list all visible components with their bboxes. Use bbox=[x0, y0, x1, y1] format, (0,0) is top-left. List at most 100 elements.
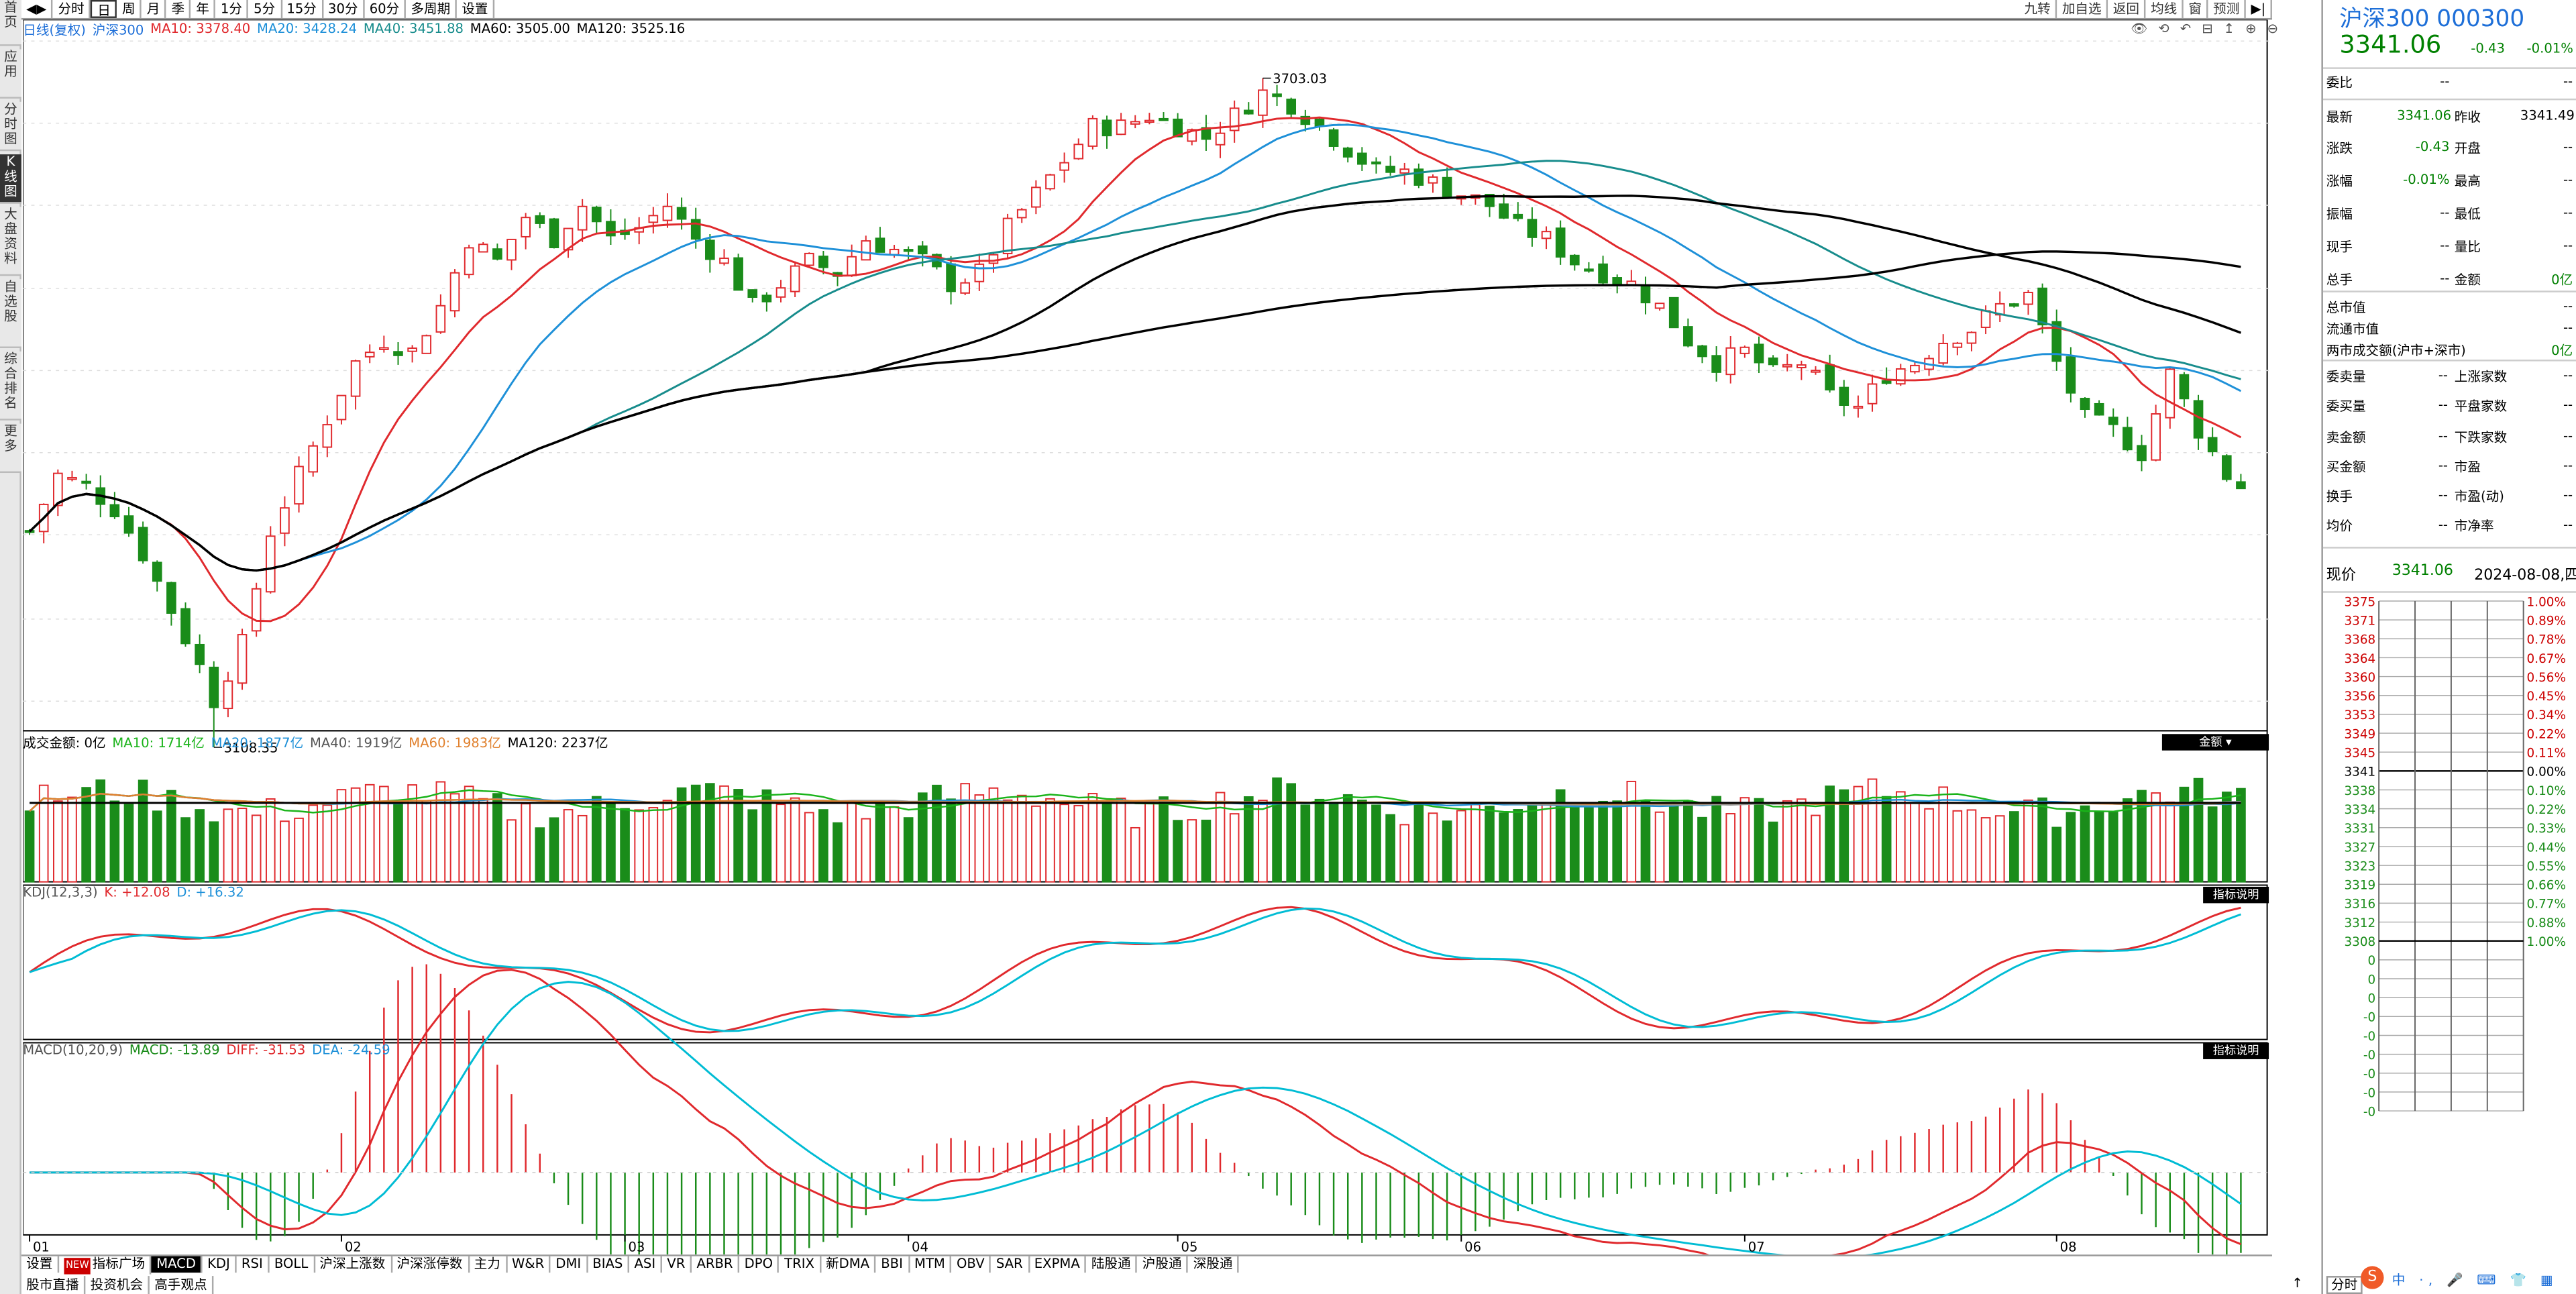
sidebar-tab-4[interactable]: 大盘资料 bbox=[0, 207, 21, 276]
info-tab-0[interactable]: 股市直播 bbox=[21, 1275, 86, 1293]
indicator-tab-0[interactable]: 设置 bbox=[21, 1256, 60, 1273]
candle-body bbox=[2165, 368, 2176, 419]
period-1[interactable]: 日 bbox=[91, 0, 117, 18]
quote-title: 沪深300 000300 bbox=[2339, 6, 2525, 33]
candle-body bbox=[1116, 119, 1126, 136]
volume-bar bbox=[1881, 796, 1892, 883]
quote-label: 均价 bbox=[2326, 519, 2353, 534]
candle-body bbox=[606, 221, 616, 237]
period-7[interactable]: 5分 bbox=[249, 0, 282, 18]
kline-chart[interactable]: 3736366335903516344333703297322231493703… bbox=[23, 19, 2271, 1255]
indicator-tab-23[interactable]: 陆股通 bbox=[1087, 1256, 1138, 1273]
indicator-tab-13[interactable]: VR bbox=[662, 1256, 692, 1273]
indicator-tab-16[interactable]: TRIX bbox=[780, 1256, 821, 1273]
period-8[interactable]: 15分 bbox=[282, 0, 323, 18]
sidebar-tab-0[interactable]: 首页 bbox=[0, 0, 21, 46]
info-tab-1[interactable]: 投资机会 bbox=[85, 1275, 150, 1293]
intraday-button[interactable]: 分时 bbox=[2326, 1276, 2363, 1294]
indicator-tab-18[interactable]: BBI bbox=[876, 1256, 910, 1273]
indicator-tab-4[interactable]: RSI bbox=[237, 1256, 270, 1273]
candle-body bbox=[705, 239, 715, 260]
quote-value: -- bbox=[2563, 397, 2573, 413]
candle-body bbox=[719, 258, 729, 264]
indicator-tab-14[interactable]: ARBR bbox=[692, 1256, 740, 1273]
ime-toolbar-icons[interactable]: 中 ·, 🎤 ⌨ 👕 ▦ bbox=[2392, 1273, 2558, 1288]
period-3[interactable]: 月 bbox=[142, 0, 167, 18]
sidebar-tab-6[interactable]: 综合排名 bbox=[0, 351, 21, 421]
sidebar-tab-7[interactable]: 更多 bbox=[0, 423, 21, 474]
indicator-tab-22[interactable]: EXPMA bbox=[1029, 1256, 1087, 1273]
period-6[interactable]: 1分 bbox=[216, 0, 249, 18]
mini-price-tick: 3371 bbox=[2345, 614, 2376, 628]
period-12[interactable]: 设置 bbox=[457, 0, 495, 18]
indicator-tab-12[interactable]: ASI bbox=[629, 1256, 662, 1273]
period-11[interactable]: 多周期 bbox=[406, 0, 457, 18]
macd-info-button[interactable]: 指标说明 bbox=[2203, 1042, 2269, 1059]
indicator-tab-7[interactable]: 沪深涨停数 bbox=[392, 1256, 470, 1273]
period-9[interactable]: 30分 bbox=[323, 0, 365, 18]
indicator-tab-17[interactable]: 新DMA bbox=[821, 1256, 876, 1273]
top-right-btn-2[interactable]: 返回 bbox=[2108, 0, 2146, 18]
mini-pct-tick: 0.44% bbox=[2527, 841, 2566, 855]
period-4[interactable]: 季 bbox=[166, 0, 191, 18]
indicator-tab-5[interactable]: BOLL bbox=[270, 1256, 315, 1273]
candle-body bbox=[1513, 213, 1523, 219]
index-name: 沪深300 bbox=[92, 23, 144, 38]
top-right-btn-0[interactable]: 九转 bbox=[2019, 0, 2057, 18]
quote-label: 卖金额 bbox=[2326, 430, 2366, 445]
indicator-tab-3[interactable]: KDJ bbox=[203, 1256, 237, 1273]
prev-arrow[interactable]: ◀▶ bbox=[21, 0, 54, 18]
indicator-tab-6[interactable]: 沪深上涨数 bbox=[315, 1256, 392, 1273]
volume-bar bbox=[67, 796, 77, 883]
indicator-tab-11[interactable]: BIAS bbox=[588, 1256, 630, 1273]
indicator-tab-19[interactable]: MTM bbox=[910, 1256, 952, 1273]
top-right-btn-3[interactable]: 均线 bbox=[2146, 0, 2184, 18]
indicator-tab-1[interactable]: NEW 指标广场 bbox=[59, 1255, 152, 1274]
indicator-tab-9[interactable]: W&R bbox=[507, 1256, 551, 1273]
sidebar-tab-3[interactable]: K线图 bbox=[0, 154, 21, 204]
up-arrow-icon[interactable]: ↑ bbox=[2292, 1276, 2303, 1291]
indicator-tab-20[interactable]: OBV bbox=[952, 1256, 991, 1273]
top-right-btn-1[interactable]: 加自选 bbox=[2057, 0, 2108, 18]
kdj-info-button[interactable]: 指标说明 bbox=[2203, 886, 2269, 904]
candle-body bbox=[775, 287, 786, 298]
end-icon[interactable]: ▶| bbox=[2246, 0, 2272, 18]
indicator-tab-8[interactable]: 主力 bbox=[469, 1256, 507, 1273]
ime-icon[interactable]: S bbox=[2361, 1266, 2384, 1289]
chart-mode[interactable]: 日线(复权) bbox=[23, 23, 86, 38]
volume-bar bbox=[2207, 806, 2218, 883]
period-0[interactable]: 分时 bbox=[53, 0, 91, 18]
info-tab-2[interactable]: 高手观点 bbox=[150, 1275, 214, 1293]
candle-body bbox=[1683, 326, 1693, 347]
amount-button[interactable]: 金额 ▾ bbox=[2161, 734, 2269, 751]
quote-label: 换手 bbox=[2326, 489, 2353, 504]
indicator-tab-15[interactable]: DPO bbox=[739, 1256, 780, 1273]
indicator-tab-21[interactable]: SAR bbox=[991, 1256, 1030, 1273]
sidebar-tab-2[interactable]: 分时图 bbox=[0, 101, 21, 152]
volume-bar bbox=[1640, 800, 1651, 883]
indicator-tab-25[interactable]: 深股通 bbox=[1188, 1256, 1240, 1273]
intraday-mini-chart[interactable]: 3375 1.00% 3371 0.89% 3368 0.78% 3364 0.67% 3360… bbox=[2323, 594, 2576, 1259]
indicator-tab-24[interactable]: 沪股通 bbox=[1137, 1256, 1189, 1273]
sidebar-tab-1[interactable]: 应用 bbox=[0, 49, 21, 99]
candle-body bbox=[1640, 286, 1651, 304]
volume-bar bbox=[1683, 800, 1693, 883]
sidebar-tab-5[interactable]: 自选股 bbox=[0, 279, 21, 348]
period-10[interactable]: 60分 bbox=[364, 0, 407, 18]
chart-tools-icons[interactable]: 👁 ⟲ ↶ ⊟ ↥ ⊕ ⊖ bbox=[2131, 21, 2282, 36]
candle-body bbox=[676, 207, 687, 220]
top-right-btn-5[interactable]: 预测 bbox=[2208, 0, 2247, 18]
period-2[interactable]: 周 bbox=[117, 0, 142, 18]
indicator-tab-10[interactable]: DMI bbox=[551, 1256, 588, 1273]
volume-bar bbox=[1229, 813, 1240, 883]
period-5[interactable]: 年 bbox=[191, 0, 216, 18]
volume-bar bbox=[435, 781, 446, 883]
volume-bar bbox=[2193, 777, 2204, 883]
volume-bar bbox=[676, 787, 687, 883]
candle-body bbox=[1938, 342, 1949, 364]
candle-body bbox=[1073, 144, 1084, 160]
indicator-tab-2[interactable]: MACD bbox=[151, 1256, 203, 1273]
volume-bar bbox=[1499, 812, 1509, 883]
top-right-btn-4[interactable]: 窗 bbox=[2184, 0, 2208, 18]
volume-bar bbox=[322, 804, 333, 883]
